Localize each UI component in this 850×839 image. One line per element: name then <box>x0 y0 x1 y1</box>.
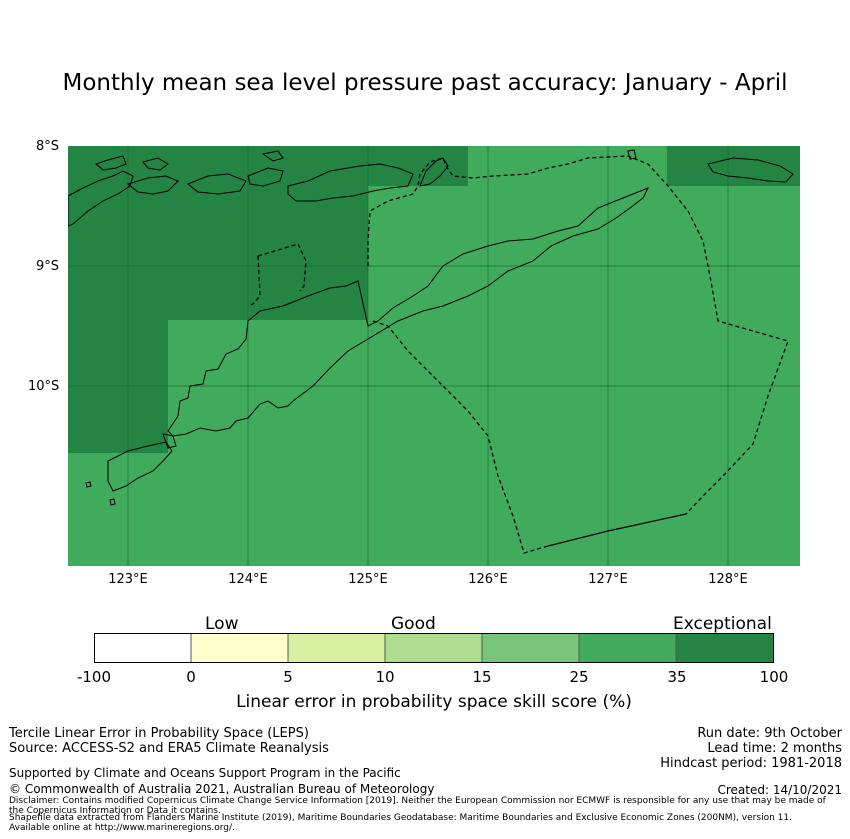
disclaimer-line-1: Disclaimer: Contains modified Copernicus… <box>9 796 826 806</box>
colorbar-tick-neg100: -100 <box>76 668 112 686</box>
disclaimer-line-2: the Copernicus Information or Data it co… <box>9 806 221 816</box>
colorbar-bin-35-100 <box>676 633 774 663</box>
colorbar-tick-35: 35 <box>667 668 687 686</box>
lon-label-123e: 123°E <box>108 572 148 587</box>
lon-label-126e: 126°E <box>468 572 508 587</box>
skill-map <box>68 146 800 566</box>
colorbar-tick-10: 10 <box>375 668 395 686</box>
leps-method: Tercile Linear Error in Probability Spac… <box>9 726 309 741</box>
colorbar-bin-10-15 <box>385 633 482 663</box>
colorbar-tick-100: 100 <box>759 668 789 686</box>
lat-label-9s: 9°S <box>36 259 60 274</box>
legend-category-low: Low <box>205 614 239 634</box>
legend-category-good: Good <box>391 614 436 634</box>
lon-label-128e: 128°E <box>708 572 748 587</box>
lon-label-127e: 127°E <box>588 572 628 587</box>
colorbar-tick-0: 0 <box>186 668 196 686</box>
colorbar-bin-0-5 <box>191 633 288 663</box>
marineregions-url: Available online at http://www.marinereg… <box>9 823 235 833</box>
colorbar-bin-5-10 <box>288 633 385 663</box>
colorbar <box>94 633 774 663</box>
hindcast-period: Hindcast period: 1981-2018 <box>660 756 842 771</box>
copyright: © Commonwealth of Australia 2021, Austra… <box>9 782 435 796</box>
colorbar-bin-25-35 <box>579 633 676 663</box>
lead-time: Lead time: 2 months <box>707 741 842 756</box>
colorbar-bin-15-25 <box>482 633 579 663</box>
lat-label-10s: 10°S <box>28 379 60 394</box>
colorbar-bin-neg100-0 <box>94 633 191 663</box>
coastlines <box>68 149 794 506</box>
exceptional-skill-region <box>68 146 800 453</box>
eez-boundary-solid <box>547 513 687 547</box>
lat-label-8s: 8°S <box>36 139 60 154</box>
colorbar-tick-25: 25 <box>569 668 589 686</box>
lon-label-124e: 124°E <box>228 572 268 587</box>
colorbar-tick-15: 15 <box>472 668 492 686</box>
run-date: Run date: 9th October <box>697 726 842 741</box>
lon-label-125e: 125°E <box>348 572 388 587</box>
colorbar-label: Linear error in probability space skill … <box>236 692 632 712</box>
eez-boundary-dashed <box>247 155 789 554</box>
data-source: Source: ACCESS-S2 and ERA5 Climate Reana… <box>9 741 329 756</box>
support-credit: Supported by Climate and Oceans Support … <box>9 766 401 780</box>
shapefile-credit: Shapefile data extracted from Flanders M… <box>9 813 792 823</box>
legend-category-exceptional: Exceptional <box>673 614 772 634</box>
chart-title: Monthly mean sea level pressure past acc… <box>62 70 788 96</box>
created-date: Created: 14/10/2021 <box>717 783 842 797</box>
colorbar-tick-5: 5 <box>283 668 293 686</box>
